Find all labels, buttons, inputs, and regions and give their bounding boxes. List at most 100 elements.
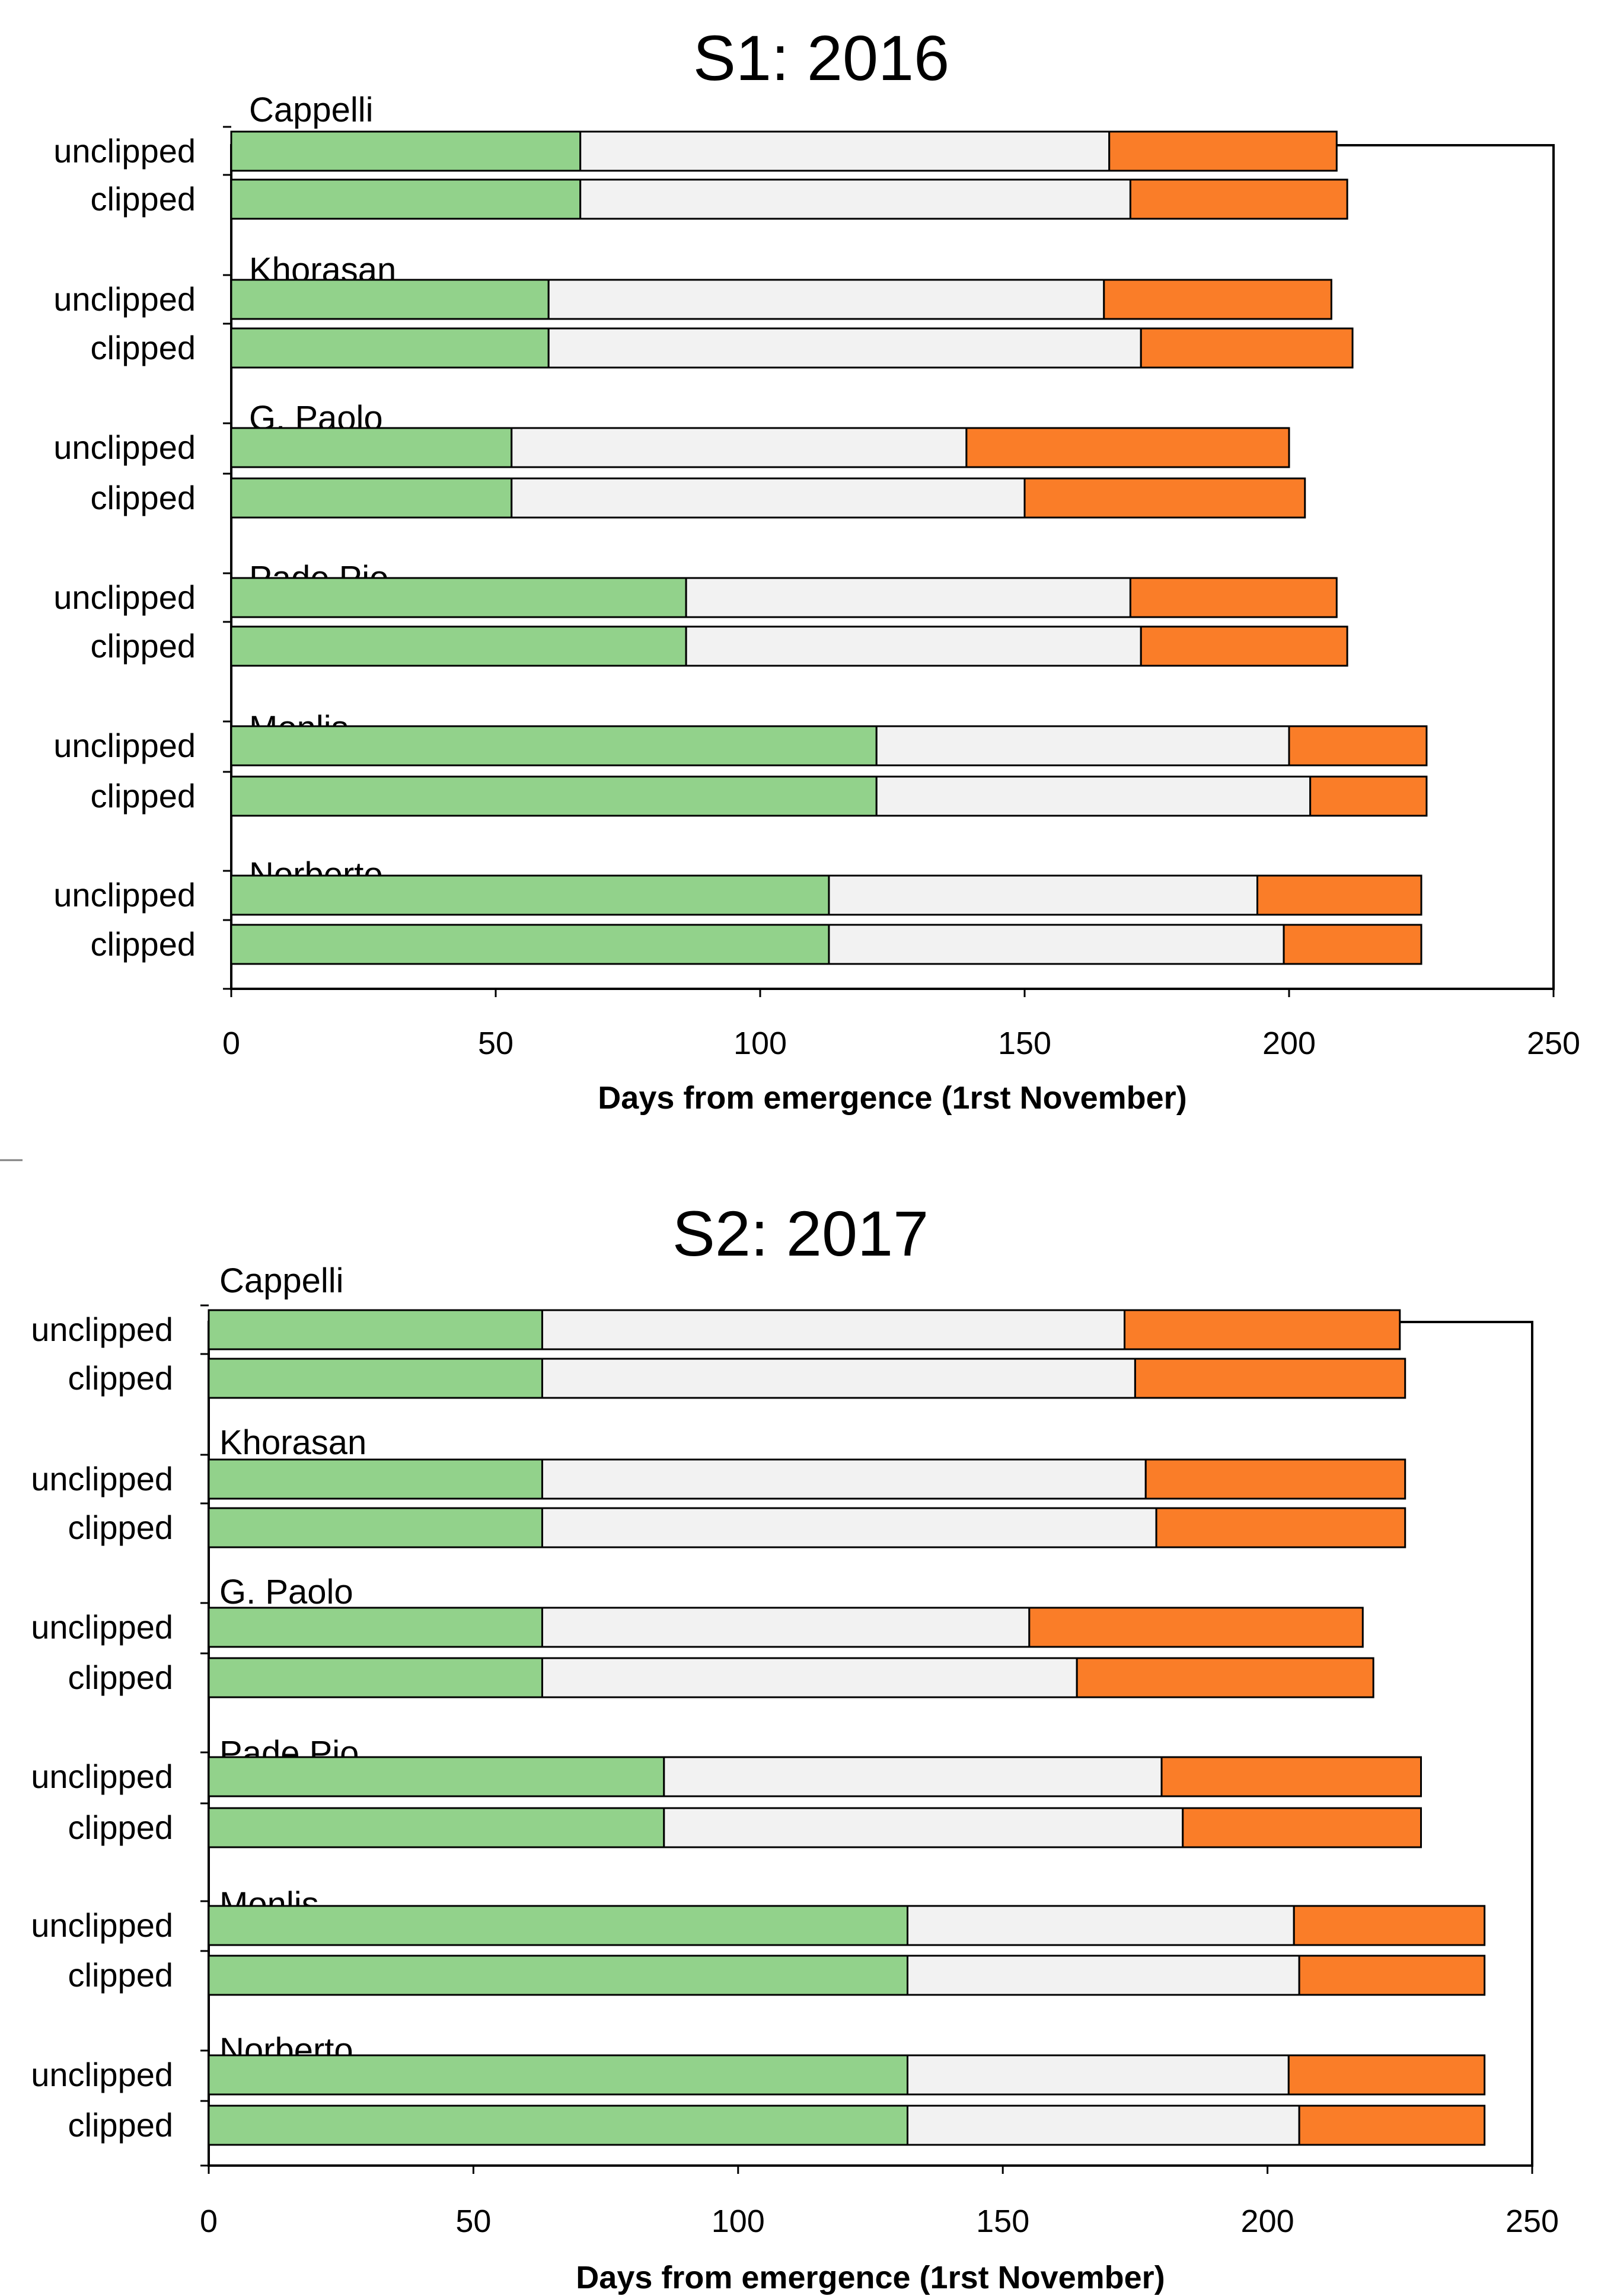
- x-tick-label: 200: [1262, 1026, 1316, 1061]
- segment-final-bar: [965, 427, 1290, 468]
- treatment-label: unclipped: [53, 132, 196, 170]
- chart-panel-1: S1: 2016CappelliunclippedclippedKhorasan…: [53, 22, 1580, 1116]
- segment-vegetative-bar: [208, 1458, 543, 1500]
- treatment-label: clipped: [68, 2106, 173, 2144]
- segment-vegetative-bar: [208, 1507, 543, 1548]
- treatment-label: unclipped: [53, 280, 196, 318]
- segment-middle-bar: [579, 178, 1131, 220]
- treatment-label: unclipped: [31, 1608, 173, 1646]
- segment-middle-bar: [685, 577, 1131, 618]
- segment-final-bar: [1298, 1955, 1486, 1996]
- segment-middle-bar: [906, 1905, 1295, 1946]
- variety-label: Cappelli: [219, 1262, 344, 1300]
- segment-middle-bar: [541, 1607, 1031, 1648]
- treatment-label: clipped: [91, 627, 196, 665]
- segment-middle-bar: [906, 2105, 1300, 2146]
- segment-vegetative-bar: [230, 874, 830, 916]
- x-tick-label: 150: [976, 2204, 1029, 2239]
- treatment-label: unclipped: [53, 876, 196, 914]
- segment-final-bar: [1134, 1358, 1406, 1399]
- x-tick-label: 100: [733, 1026, 787, 1061]
- segment-final-bar: [1288, 725, 1428, 767]
- segment-vegetative-bar: [208, 1756, 665, 1797]
- treatment-label: clipped: [91, 479, 196, 516]
- treatment-label: unclipped: [31, 1460, 173, 1497]
- x-tick-label: 250: [1527, 1026, 1580, 1061]
- segment-vegetative-bar: [208, 1607, 543, 1648]
- segment-final-bar: [1160, 1756, 1422, 1797]
- segment-vegetative-bar: [230, 625, 687, 667]
- segment-final-bar: [1182, 1807, 1422, 1848]
- segment-middle-bar: [579, 130, 1111, 172]
- treatment-label: clipped: [91, 329, 196, 366]
- segment-middle-bar: [541, 1309, 1126, 1350]
- treatment-label: unclipped: [31, 1907, 173, 1944]
- treatment-label: unclipped: [31, 2056, 173, 2093]
- treatment-label: clipped: [91, 777, 196, 815]
- segment-middle-bar: [541, 1507, 1157, 1548]
- segment-final-bar: [1076, 1657, 1374, 1698]
- treatment-label: clipped: [68, 1359, 173, 1397]
- x-tick-label: 150: [998, 1026, 1051, 1061]
- chart-title: S1: 2016: [693, 22, 949, 94]
- segment-final-bar: [1103, 279, 1332, 320]
- x-tick-label: 250: [1505, 2204, 1559, 2239]
- plot-area-frame: [208, 1321, 1533, 2167]
- segment-final-bar: [1283, 924, 1422, 965]
- x-tick-label: 0: [200, 2204, 218, 2239]
- segment-final-bar: [1287, 2054, 1486, 2096]
- segment-vegetative-bar: [208, 2105, 908, 2146]
- segment-middle-bar: [511, 427, 968, 468]
- treatment-label: unclipped: [31, 1311, 173, 1348]
- treatment-label: clipped: [68, 1809, 173, 1846]
- segment-vegetative-bar: [208, 1955, 908, 1996]
- segment-final-bar: [1129, 577, 1338, 618]
- segment-final-bar: [1108, 130, 1338, 172]
- treatment-label: unclipped: [53, 727, 196, 764]
- segment-middle-bar: [541, 1358, 1136, 1399]
- segment-middle-bar: [547, 327, 1142, 369]
- segment-final-bar: [1140, 327, 1354, 369]
- segment-vegetative-bar: [230, 924, 830, 965]
- segment-final-bar: [1256, 874, 1422, 916]
- segment-vegetative-bar: [230, 327, 550, 369]
- segment-vegetative-bar: [208, 1657, 543, 1698]
- x-axis-label: Days from emergence (1rst November): [576, 2260, 1165, 2295]
- variety-label: Cappelli: [249, 91, 374, 129]
- segment-middle-bar: [663, 1807, 1184, 1848]
- segment-final-bar: [1124, 1309, 1401, 1350]
- segment-vegetative-bar: [208, 1905, 908, 1946]
- chart-panel-2: S2: 2017 Cappelli unclipped clipped Khorasan…: [31, 1198, 1559, 2295]
- segment-final-bar: [1298, 2105, 1486, 2146]
- treatment-label: clipped: [68, 1956, 173, 1994]
- segment-final-bar: [1309, 775, 1428, 817]
- treatment-label: clipped: [68, 1659, 173, 1696]
- treatment-label: clipped: [91, 180, 196, 218]
- segment-middle-bar: [875, 725, 1290, 767]
- treatment-label: unclipped: [31, 1758, 173, 1795]
- x-tick-label: 200: [1241, 2204, 1294, 2239]
- segment-final-bar: [1028, 1607, 1364, 1648]
- segment-middle-bar: [547, 279, 1105, 320]
- segment-middle-bar: [663, 1756, 1163, 1797]
- segment-final-bar: [1144, 1458, 1406, 1500]
- segment-middle-bar: [906, 2054, 1290, 2096]
- segment-vegetative-bar: [230, 279, 550, 320]
- x-tick-label: 0: [222, 1026, 240, 1061]
- treatment-label: clipped: [68, 1509, 173, 1546]
- segment-vegetative-bar: [230, 178, 582, 220]
- x-axis-label: Days from emergence (1rst November): [598, 1080, 1186, 1116]
- segment-vegetative-bar: [208, 1309, 543, 1350]
- x-tick-label: 50: [478, 1026, 513, 1061]
- treatment-label: unclipped: [53, 579, 196, 616]
- segment-vegetative-bar: [208, 1807, 665, 1848]
- segment-middle-bar: [906, 1955, 1300, 1996]
- treatment-label: unclipped: [53, 429, 196, 466]
- segment-final-bar: [1155, 1507, 1406, 1548]
- segment-final-bar: [1023, 477, 1306, 519]
- segment-middle-bar: [828, 874, 1258, 916]
- segment-vegetative-bar: [208, 1358, 543, 1399]
- segment-vegetative-bar: [230, 775, 878, 817]
- segment-middle-bar: [541, 1657, 1078, 1698]
